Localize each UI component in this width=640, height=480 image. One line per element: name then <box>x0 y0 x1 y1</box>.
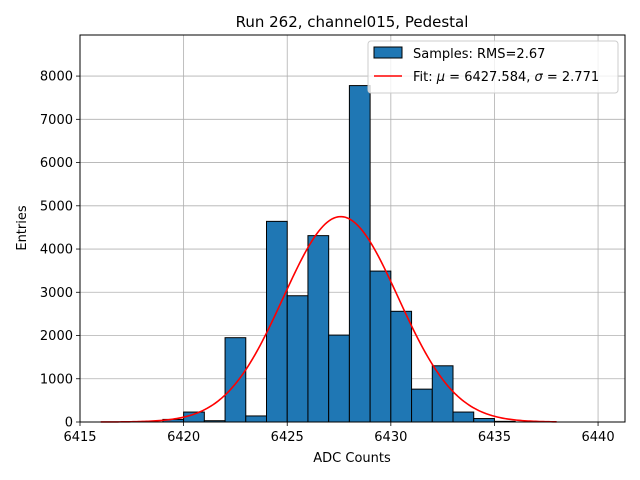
y-axis-title: Entries <box>15 205 30 251</box>
histogram-bar <box>286 295 309 423</box>
y-tick-label: 0 <box>65 416 73 431</box>
x-tick-label: 6415 <box>63 430 96 445</box>
y-tick-label: 1000 <box>40 372 73 387</box>
histogram-bar <box>328 334 350 423</box>
legend: Samples: RMS=2.67 Fit: μ = 6427.584, σ =… <box>367 40 619 94</box>
histogram-bar <box>245 415 268 423</box>
x-tick-label: 6425 <box>271 430 304 445</box>
plot-frame <box>79 34 626 423</box>
y-tick-label: 6000 <box>40 156 73 171</box>
y-tick-label: 7000 <box>40 113 73 128</box>
y-tick-label: 2000 <box>40 329 73 344</box>
x-tick-label: 6435 <box>478 430 511 445</box>
y-axis: 0 1000 2000 3000 4000 5000 6000 7000 8000 <box>40 70 80 431</box>
histogram-bar <box>307 235 330 423</box>
x-tick-label: 6420 <box>167 430 200 445</box>
x-axis-title: ADC Counts <box>313 451 391 466</box>
y-tick-label: 5000 <box>40 199 73 214</box>
legend-fit-label: Fit: μ = 6427.584, σ = 2.771 <box>413 70 599 85</box>
y-tick-label: 4000 <box>40 243 73 258</box>
histogram-bar <box>473 418 495 423</box>
legend-box <box>367 40 619 94</box>
fit-curve <box>100 215 557 423</box>
y-tick-label: 3000 <box>40 286 73 301</box>
legend-fit-sigma-value: = 2.771 <box>543 70 599 85</box>
histogram-bar <box>452 411 475 423</box>
histogram-bar <box>369 270 392 423</box>
histogram-bar <box>266 220 288 423</box>
histogram-bar <box>390 310 413 423</box>
y-tick-label: 8000 <box>40 70 73 85</box>
legend-histogram-swatch <box>373 46 403 59</box>
legend-fit-mu-value: = 6427.584, <box>445 70 534 85</box>
histogram-bar <box>348 85 371 423</box>
chart-title: Run 262, channel015, Pedestal <box>236 13 469 31</box>
x-axis: 6415 6420 6425 6430 6435 6440 <box>63 422 615 445</box>
histogram-bar <box>224 337 247 423</box>
legend-fit-mu-symbol: μ <box>436 70 445 85</box>
legend-fit-sigma-symbol: σ <box>535 70 544 85</box>
histogram-bar <box>411 388 433 423</box>
histogram-bar <box>431 365 454 423</box>
legend-fit-prefix: Fit: <box>413 70 437 85</box>
x-tick-label: 6440 <box>582 430 615 445</box>
x-tick-label: 6430 <box>374 430 407 445</box>
legend-histogram-label: Samples: RMS=2.67 <box>413 47 545 62</box>
